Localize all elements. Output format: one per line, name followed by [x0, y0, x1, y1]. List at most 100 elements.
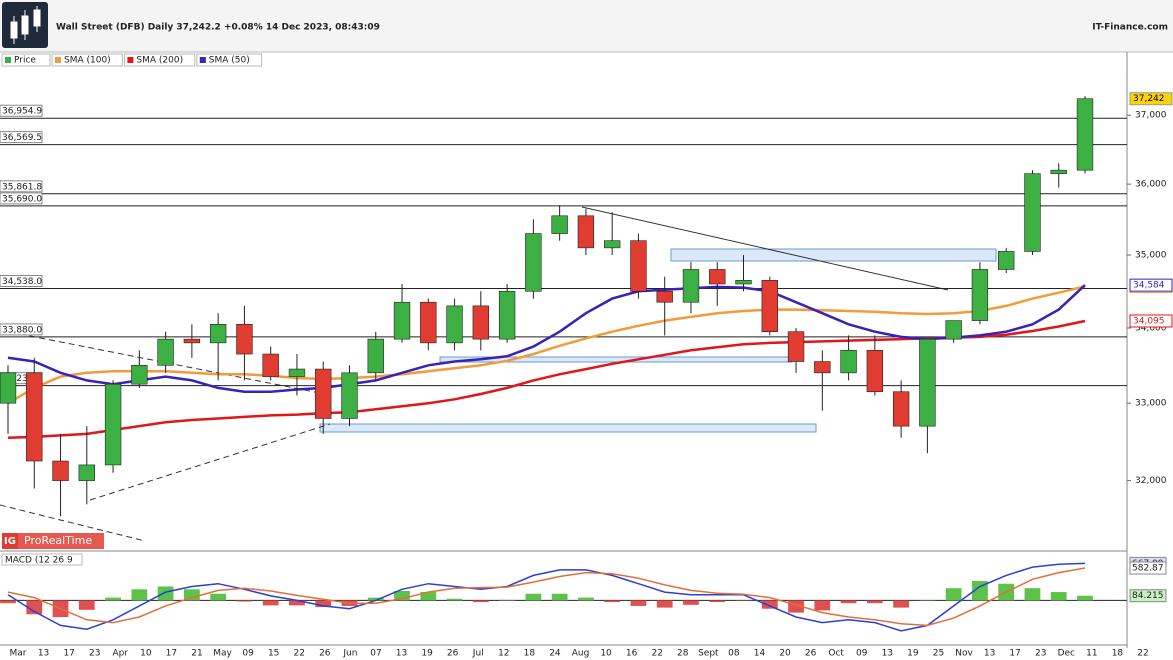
candle-body	[26, 372, 43, 462]
macd-histogram-bar	[0, 600, 16, 604]
x-tick-label: 16	[626, 649, 638, 659]
x-tick-label: Jul	[472, 649, 484, 659]
x-tick-label: 19	[421, 649, 433, 659]
x-tick-label: 28	[677, 649, 689, 659]
x-tick-label: 18	[1112, 649, 1124, 659]
macd-end-label: 84.215	[1132, 591, 1164, 601]
macd-histogram-bar	[578, 597, 594, 601]
macd-histogram-bar	[761, 600, 778, 609]
legend-label: SMA (100)	[64, 56, 111, 66]
legend-label: Price	[14, 56, 36, 66]
x-tick-label: 17	[166, 649, 177, 659]
macd-histogram-bar	[551, 593, 568, 601]
level-label-box	[0, 104, 43, 117]
x-tick-label: Mar	[10, 649, 27, 659]
macd-histogram-bar	[630, 600, 647, 606]
level-label-box	[0, 180, 43, 193]
macd-histogram-bar	[157, 586, 174, 601]
candle-body	[104, 383, 122, 466]
x-tick-label: 09	[856, 649, 868, 659]
candle-body	[814, 361, 831, 374]
x-tick-label: 10	[600, 649, 612, 659]
candle-body	[262, 353, 279, 377]
end-label-box	[1129, 278, 1173, 292]
x-tick-label: Sept	[698, 649, 719, 659]
level-label: 33,230.4	[2, 374, 42, 384]
x-tick-label: 19	[907, 649, 919, 659]
x-tick-label: 24	[549, 649, 561, 659]
y-tick-label: 32,000	[1135, 476, 1167, 486]
x-tick-label: 26	[319, 649, 331, 659]
trendline	[0, 504, 146, 542]
header	[0, 0, 1173, 52]
macd-histogram-bar	[446, 598, 463, 601]
icon-candles	[10, 6, 41, 44]
x-tick-label: May	[213, 649, 232, 659]
candle-body	[52, 460, 69, 481]
level-label-box	[0, 274, 43, 287]
legend-swatch	[127, 57, 134, 63]
macd-histogram-bar	[105, 597, 121, 601]
end-label-box	[1129, 92, 1173, 106]
x-tick-label: 22	[1137, 649, 1148, 659]
end-label: 37,242	[1133, 94, 1165, 104]
legend-swatch	[5, 57, 11, 63]
y-tick-label: 37,000	[1135, 111, 1167, 121]
level-label-box	[0, 131, 43, 144]
candle-body	[288, 368, 306, 377]
candle-body	[866, 350, 884, 393]
x-tick-label: 13	[882, 649, 893, 659]
x-tick-label: 13	[984, 649, 995, 659]
watermark: IG ProRealTime	[2, 533, 104, 549]
candle-body	[998, 251, 1015, 270]
candle-body	[656, 290, 673, 303]
sma-line	[7, 284, 1086, 393]
legend-swatch	[199, 57, 206, 63]
watermark-text: ProRealTime	[24, 534, 92, 547]
chart-title: Wall Street (DFB) Daily 37,242.2 +0.08% …	[56, 23, 380, 33]
macd-histogram-bar	[1077, 595, 1093, 601]
x-tick-label: 22	[294, 649, 305, 659]
x-tick-label: Nov	[955, 649, 973, 659]
candle-body	[0, 372, 17, 404]
x-tick-label: 14	[754, 649, 766, 659]
macd-histogram-bar	[420, 592, 437, 601]
end-label: 34,584	[1133, 281, 1165, 291]
candle-body	[735, 280, 752, 285]
x-tick-label: 26	[805, 649, 817, 659]
x-tick-label: 11	[1086, 649, 1097, 659]
macd-histogram-bar	[394, 590, 410, 601]
candle-body	[892, 391, 910, 427]
candle-body	[341, 372, 358, 419]
macd-histogram-bar	[866, 600, 883, 604]
x-tick-label: 22	[651, 649, 662, 659]
candle-body	[682, 269, 700, 303]
candle-body	[1024, 173, 1041, 252]
candle-body	[840, 350, 857, 374]
macd-histogram-bar	[499, 599, 515, 601]
trendline	[0, 329, 331, 396]
macd-histogram-bar	[210, 593, 227, 601]
x-tick-label: Dec	[1058, 649, 1075, 659]
source: IT-Finance.com	[1092, 23, 1168, 33]
x-tick-label: Oct	[828, 649, 844, 659]
macd-histogram-bar	[78, 600, 95, 610]
x-tick-label: 20	[779, 649, 791, 659]
x-tick-label: 07	[370, 649, 381, 659]
legend: Price SMA (100) SMA (200) SMA (50)	[1, 53, 263, 67]
x-tick-label: Aug	[572, 649, 590, 659]
candle-body	[446, 305, 463, 344]
macd-end-box	[1129, 589, 1167, 603]
legend-item-box	[123, 53, 196, 67]
zone-box	[319, 423, 817, 433]
macd-histogram-bar	[262, 600, 279, 606]
x-tick-label: 25	[933, 649, 944, 659]
y-tick-label: 36,000	[1135, 180, 1167, 190]
level-label: 34,538.0	[2, 277, 42, 287]
macd-histogram-bar	[183, 589, 200, 601]
macd-histogram-bar	[236, 600, 253, 602]
macd-end-box	[1129, 561, 1167, 575]
macd-histogram-bar	[525, 593, 542, 601]
macd-line	[7, 567, 1086, 627]
